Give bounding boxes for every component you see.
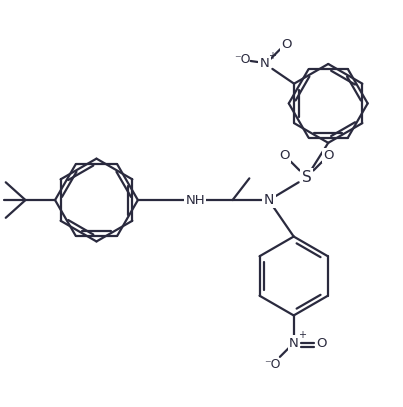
Text: N: N bbox=[264, 193, 274, 207]
Text: S: S bbox=[302, 170, 312, 185]
Text: O: O bbox=[280, 149, 290, 162]
Text: ⁻O: ⁻O bbox=[235, 53, 251, 66]
Text: N: N bbox=[289, 337, 299, 350]
Text: +: + bbox=[268, 51, 276, 61]
Text: NH: NH bbox=[185, 194, 205, 206]
Text: ⁻O: ⁻O bbox=[264, 358, 280, 371]
Text: O: O bbox=[323, 149, 333, 162]
Text: O: O bbox=[316, 337, 326, 350]
Text: N: N bbox=[260, 57, 269, 70]
Text: +: + bbox=[297, 330, 305, 340]
Text: O: O bbox=[281, 38, 291, 51]
